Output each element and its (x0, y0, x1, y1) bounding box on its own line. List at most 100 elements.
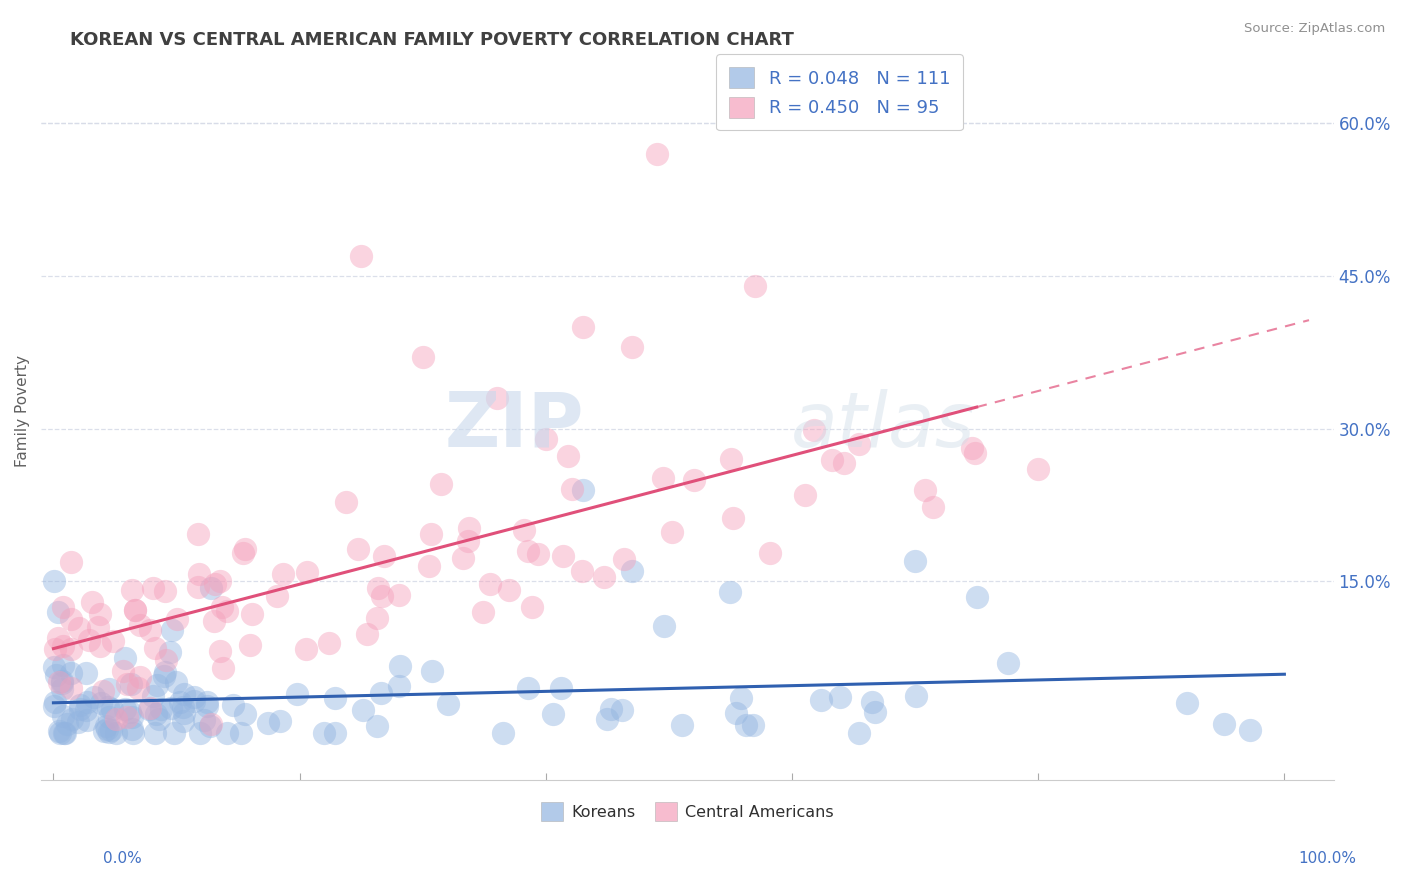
Point (420, 527, 443, 541)
Point (160, 623, 183, 637)
Point (59, 681, 82, 695)
Point (720, 452, 742, 467)
Point (370, 686, 392, 700)
Point (485, 391, 508, 405)
Point (352, 703, 374, 717)
Point (671, 718, 693, 732)
Point (159, 645, 181, 659)
Legend: Koreans, Central Americans: Koreans, Central Americans (534, 796, 839, 828)
Point (742, 718, 765, 732)
Point (863, 705, 886, 719)
Point (744, 279, 766, 293)
Point (571, 319, 593, 334)
Point (610, 703, 633, 717)
Point (492, 726, 515, 740)
Point (76, 703, 98, 717)
Point (571, 483, 593, 497)
Point (388, 679, 411, 693)
Point (596, 712, 619, 726)
Point (200, 717, 222, 731)
Point (295, 642, 318, 657)
Point (127, 681, 149, 695)
Point (128, 618, 150, 632)
Point (118, 705, 141, 719)
Point (96, 719, 118, 733)
Point (436, 697, 458, 711)
Point (76, 695, 98, 709)
Point (166, 612, 188, 626)
Point (204, 577, 226, 591)
Point (735, 717, 758, 731)
Point (211, 600, 233, 615)
Text: Source: ZipAtlas.com: Source: ZipAtlas.com (1244, 22, 1385, 36)
Point (517, 681, 540, 695)
Point (388, 658, 411, 673)
Point (209, 644, 232, 658)
Point (45, 667, 67, 681)
Point (613, 552, 636, 566)
Point (75, 665, 97, 680)
Point (553, 549, 575, 564)
Point (160, 700, 183, 714)
Point (356, 627, 378, 641)
Point (195, 698, 218, 713)
Point (233, 541, 256, 556)
Point (323, 725, 346, 739)
Point (183, 694, 205, 708)
Text: KOREAN VS CENTRAL AMERICAN FAMILY POVERTY CORRELATION CHART: KOREAN VS CENTRAL AMERICAN FAMILY POVERT… (70, 31, 794, 49)
Point (212, 661, 235, 675)
Point (271, 567, 294, 582)
Point (153, 583, 176, 598)
Point (620, 564, 643, 578)
Point (412, 351, 434, 365)
Point (148, 712, 170, 726)
Y-axis label: Family Poverty: Family Poverty (15, 355, 30, 467)
Point (46, 631, 69, 645)
Point (145, 706, 167, 721)
Point (457, 534, 479, 549)
Point (217, 604, 239, 618)
Point (239, 639, 262, 653)
Point (49, 726, 72, 740)
Point (115, 677, 138, 691)
Point (661, 524, 683, 539)
Point (173, 688, 195, 702)
Point (335, 495, 357, 509)
Point (172, 700, 194, 714)
Point (914, 483, 936, 497)
Point (453, 550, 475, 565)
Point (104, 726, 127, 740)
Point (155, 653, 177, 667)
Point (143, 726, 166, 740)
Point (97, 710, 120, 724)
Point (60, 712, 83, 726)
Point (141, 690, 163, 704)
Point (232, 546, 254, 560)
Point (208, 574, 231, 588)
Point (1175, 696, 1198, 710)
Point (347, 542, 370, 557)
Point (51, 673, 73, 688)
Point (183, 690, 205, 705)
Point (269, 714, 291, 728)
Point (960, 441, 983, 455)
Point (222, 698, 245, 713)
Point (48, 723, 70, 738)
Point (571, 564, 593, 578)
Point (172, 714, 194, 728)
Point (592, 570, 614, 584)
Point (997, 656, 1019, 670)
Point (60, 666, 83, 681)
Point (295, 566, 318, 580)
Point (42, 699, 65, 714)
Point (527, 548, 550, 562)
Text: atlas: atlas (790, 389, 976, 463)
Point (44, 695, 66, 709)
Point (90, 696, 112, 710)
Point (513, 523, 536, 537)
Point (193, 713, 215, 727)
Point (59, 612, 82, 626)
Point (266, 589, 288, 603)
Point (59, 555, 82, 569)
Point (834, 456, 856, 470)
